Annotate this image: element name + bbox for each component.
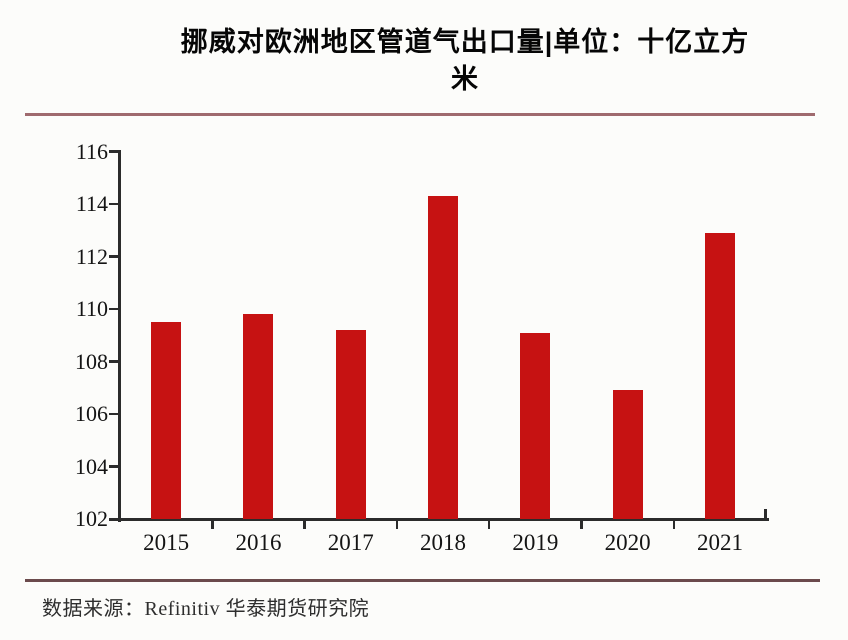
- y-axis-tick-label: 114: [75, 191, 108, 216]
- bar-2018: [428, 196, 459, 519]
- x-axis-end-tick: [764, 509, 767, 519]
- y-axis-tick-label: 116: [75, 138, 108, 164]
- x-axis-tick-mark: [487, 520, 491, 529]
- y-axis-tick-label: 110: [75, 296, 108, 321]
- x-axis-tick-mark: [211, 520, 214, 529]
- x-axis-label-2016: 2016: [235, 530, 282, 555]
- bar-2015: [151, 322, 182, 519]
- x-axis-label-2015: 2015: [143, 530, 190, 555]
- bar-2020: [612, 390, 643, 519]
- x-axis-tick-mark: [580, 520, 583, 529]
- y-axis-tick-mark: [109, 465, 120, 468]
- x-axis-label-2017: 2017: [327, 530, 374, 555]
- x-axis-label-2020: 2020: [604, 530, 651, 555]
- chart-title: 挪威对欧洲地区管道气出口量|单位：十亿立方米: [100, 24, 830, 98]
- bar-2016: [243, 314, 274, 519]
- top-divider: [25, 113, 815, 116]
- x-axis-label-2018: 2018: [420, 530, 467, 555]
- y-axis-tick-label: 104: [75, 453, 108, 479]
- y-axis-tick-mark: [109, 307, 120, 311]
- y-axis-tick-label: 106: [75, 401, 108, 426]
- y-axis-tick-label: 108: [75, 348, 108, 374]
- bottom-divider: [25, 579, 820, 582]
- x-axis-tick-mark: [303, 520, 306, 529]
- bar-2021: [704, 232, 735, 519]
- bar-2017: [335, 330, 366, 519]
- y-axis-tick-mark: [109, 360, 120, 363]
- y-axis-tick-mark: [109, 255, 120, 258]
- bar-2019: [520, 332, 551, 519]
- x-axis-tick-mark: [672, 520, 676, 529]
- x-axis-tick-mark: [395, 520, 399, 529]
- y-axis-tick-mark: [109, 412, 120, 416]
- y-axis-tick-mark: [109, 202, 120, 206]
- x-axis-label-2021: 2021: [696, 530, 743, 555]
- y-axis-tick-mark: [109, 150, 120, 153]
- y-axis-tick-label: 102: [75, 506, 108, 531]
- y-axis-tick-label: 112: [75, 243, 108, 269]
- y-axis-line: [117, 150, 121, 522]
- data-source-note: 数据来源：Refinitiv 华泰期货研究院: [42, 598, 370, 620]
- x-axis-line: [109, 517, 769, 521]
- chart-title-line1: 挪威对欧洲地区管道气出口量|单位：十亿立方: [180, 27, 750, 57]
- x-axis-label-2019: 2019: [512, 530, 559, 555]
- chart-title-line2: 米: [451, 64, 479, 94]
